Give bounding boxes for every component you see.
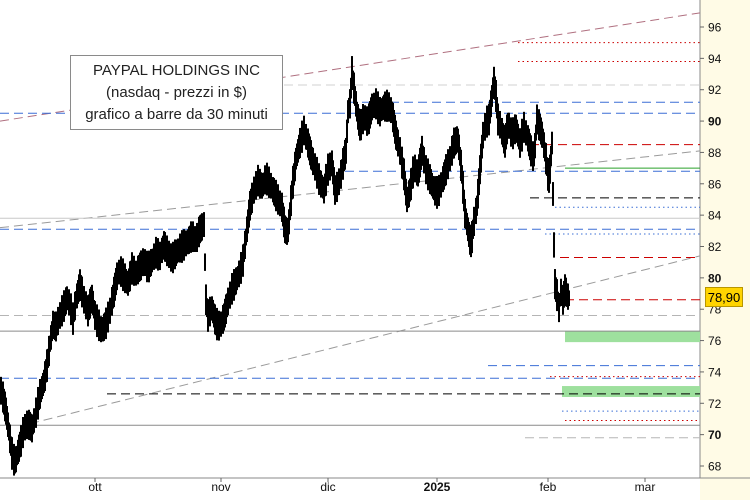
y-tick-label: 70 bbox=[708, 428, 722, 442]
trendline-1 bbox=[0, 150, 701, 229]
y-tick-label: 84 bbox=[708, 209, 722, 223]
x-tick-label: mar bbox=[635, 480, 656, 494]
y-tick-label: 92 bbox=[708, 83, 722, 97]
chart-title-box: PAYPAL HOLDINGS INC (nasdaq - prezzi in … bbox=[70, 55, 283, 130]
chart-title-line-3: grafico a barre da 30 minuti bbox=[85, 105, 268, 123]
y-tick-label: 74 bbox=[708, 365, 722, 379]
y-tick-label: 86 bbox=[708, 177, 722, 191]
y-tick-label: 96 bbox=[708, 21, 722, 35]
x-tick-label: 2025 bbox=[424, 480, 451, 494]
price-axis-background bbox=[700, 0, 750, 500]
support-zone-1 bbox=[562, 386, 700, 398]
chart-title-line-2: (nasdaq - prezzi in $) bbox=[106, 83, 247, 101]
y-tick-label: 82 bbox=[708, 240, 722, 254]
trendline-2 bbox=[29, 255, 701, 425]
x-tick-label: ott bbox=[88, 480, 102, 494]
y-tick-label: 76 bbox=[708, 334, 722, 348]
x-tick-label: dic bbox=[320, 480, 335, 494]
y-tick-label: 68 bbox=[708, 460, 722, 474]
x-tick-label: nov bbox=[211, 480, 230, 494]
x-tick-label: feb bbox=[540, 480, 557, 494]
y-tick-label: 72 bbox=[708, 397, 722, 411]
y-tick-label: 90 bbox=[708, 115, 722, 129]
last-price-tag: 78,90 bbox=[705, 287, 743, 307]
y-tick-label: 94 bbox=[708, 52, 722, 66]
support-zone-0 bbox=[565, 331, 700, 343]
y-tick-label: 88 bbox=[708, 146, 722, 160]
y-tick-label: 80 bbox=[708, 271, 722, 285]
chart-title-line-1: PAYPAL HOLDINGS INC bbox=[93, 61, 260, 79]
